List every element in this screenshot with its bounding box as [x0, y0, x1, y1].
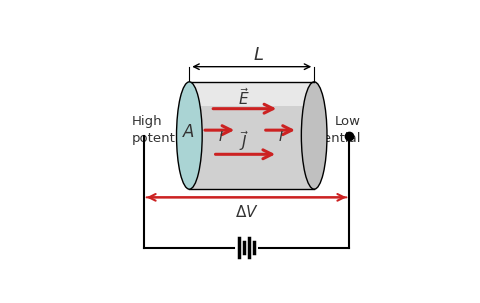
Text: Low
potential: Low potential — [300, 115, 360, 145]
Text: $I$: $I$ — [277, 130, 283, 144]
Text: $\vec{J}$: $\vec{J}$ — [239, 129, 249, 153]
Text: $I$: $I$ — [217, 130, 223, 144]
Text: $L$: $L$ — [253, 46, 264, 64]
Ellipse shape — [176, 82, 202, 189]
Text: A: A — [182, 123, 194, 141]
Text: High
potential: High potential — [132, 115, 192, 145]
Polygon shape — [189, 82, 313, 189]
Polygon shape — [189, 82, 313, 106]
Text: $\vec{E}$: $\vec{E}$ — [238, 87, 250, 108]
Text: $\Delta V$: $\Delta V$ — [234, 204, 258, 220]
Ellipse shape — [300, 82, 326, 189]
